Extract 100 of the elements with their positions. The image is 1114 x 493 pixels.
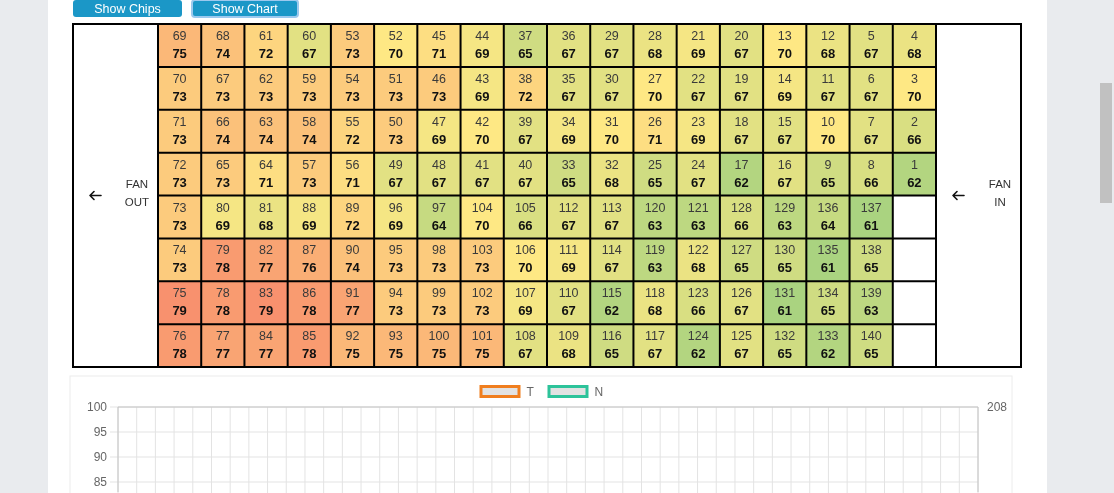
annotation: 51 xyxy=(388,71,403,86)
data-label: 72 xyxy=(258,46,274,61)
data-label: 67 xyxy=(777,131,792,147)
annotation: 122 xyxy=(687,243,709,258)
data-label: 77 xyxy=(258,260,274,276)
annotation: 18 xyxy=(734,114,749,129)
annotation: 59 xyxy=(302,71,317,86)
data-label: 67 xyxy=(604,260,620,276)
data-label: 62 xyxy=(604,303,620,319)
annotation: 80 xyxy=(215,200,230,215)
data-label: 66 xyxy=(734,217,749,233)
data-label: 73 xyxy=(172,260,187,276)
annotation: 60 xyxy=(302,29,317,43)
scrollbar[interactable] xyxy=(1100,83,1112,203)
annotation: 75 xyxy=(172,286,187,301)
data-label: 77 xyxy=(215,329,230,344)
annotation: 138 xyxy=(860,243,882,258)
annotation: 115 xyxy=(601,286,622,301)
data-label: 65 xyxy=(863,346,879,362)
annotation: 47 xyxy=(431,114,446,129)
button[interactable]: Show Chart xyxy=(191,0,299,18)
data-label: 68 xyxy=(258,217,274,233)
data-label: 69 xyxy=(777,88,792,104)
annotation: 118 xyxy=(645,286,666,301)
annotation: 17 xyxy=(734,157,749,172)
annotation: 72 xyxy=(172,157,187,172)
annotation: 46 xyxy=(431,71,446,86)
data-label: 67 xyxy=(734,303,749,319)
data-label: 65 xyxy=(604,346,620,362)
data-label: 74 xyxy=(215,46,231,61)
data-label: 72 xyxy=(345,131,360,147)
annotation: 120 xyxy=(644,200,666,215)
data-label: 69 xyxy=(431,131,447,147)
data-label: 73 xyxy=(388,303,403,319)
data-label: 61 xyxy=(777,303,792,319)
data-label: 62 xyxy=(820,346,836,362)
annotation: 83 xyxy=(259,286,274,301)
annotation: 104 xyxy=(471,200,493,215)
data-label: 73 xyxy=(388,131,403,147)
data-label: 69 xyxy=(388,217,403,233)
data-label: 73 xyxy=(302,88,317,104)
data-label: 75 xyxy=(345,346,360,362)
annotation: 48 xyxy=(431,157,446,172)
data-label: 69 xyxy=(561,131,576,147)
data-label: 63 xyxy=(691,217,706,233)
annotation: 33 xyxy=(561,157,576,172)
annotation: 132 xyxy=(774,329,796,344)
data-label: 65 xyxy=(777,346,792,362)
annotation: 97 xyxy=(431,200,446,215)
data-label: 67 xyxy=(388,174,403,190)
data-label: 69 xyxy=(474,88,490,104)
data-label: 67 xyxy=(734,131,749,147)
data-label: 75 xyxy=(172,46,187,61)
text: FAN IN xyxy=(988,177,1012,208)
annotation: 102 xyxy=(471,286,493,301)
data-label: 67 xyxy=(734,46,749,61)
annotation: 110 xyxy=(558,286,579,301)
annotation: 127 xyxy=(731,243,752,258)
y-tick-label: 100 xyxy=(86,400,108,415)
annotation: 112 xyxy=(558,200,579,215)
annotation: 44 xyxy=(475,29,490,43)
annotation: 121 xyxy=(687,200,709,215)
data-label: 71 xyxy=(647,131,663,147)
annotation: 36 xyxy=(561,29,576,43)
text: FAN OUT xyxy=(124,177,150,208)
data-label: 67 xyxy=(604,217,620,233)
data-label: 67 xyxy=(691,88,706,104)
data-label: 75 xyxy=(431,346,447,362)
data-label: 73 xyxy=(172,200,187,215)
annotation: 26 xyxy=(648,114,663,129)
annotation: 135 xyxy=(817,243,839,258)
data-label: 65 xyxy=(820,174,836,190)
data-label: 68 xyxy=(907,46,922,61)
data-label: 67 xyxy=(474,174,490,190)
data-label: 73 xyxy=(388,260,403,276)
button[interactable]: Show Chips xyxy=(73,0,182,17)
data-label: 69 xyxy=(561,260,576,276)
annotation: 107 xyxy=(514,286,536,301)
annotation: 84 xyxy=(259,329,274,344)
annotation: 93 xyxy=(388,329,403,344)
annotation: 140 xyxy=(860,329,882,344)
legend-label: T xyxy=(526,385,535,399)
annotation: 3 xyxy=(910,71,918,86)
data-label: 75 xyxy=(388,346,403,362)
data-label: 73 xyxy=(388,88,403,104)
data-label: 64 xyxy=(431,217,447,233)
annotation: 25 xyxy=(648,157,663,172)
annotation: 20 xyxy=(734,29,749,43)
annotation: 74 xyxy=(172,243,187,258)
data-label: 67 xyxy=(734,346,749,362)
annotation: 41 xyxy=(475,157,490,172)
annotation: 91 xyxy=(345,286,360,301)
data-label: 67 xyxy=(604,46,620,61)
annotation: 137 xyxy=(860,200,882,215)
data-label: 73 xyxy=(302,174,317,190)
annotation: 136 xyxy=(817,200,839,215)
annotation: 103 xyxy=(471,243,493,258)
data-label: 79 xyxy=(172,303,187,319)
data-label: 78 xyxy=(302,303,317,319)
annotation: 126 xyxy=(731,286,752,301)
